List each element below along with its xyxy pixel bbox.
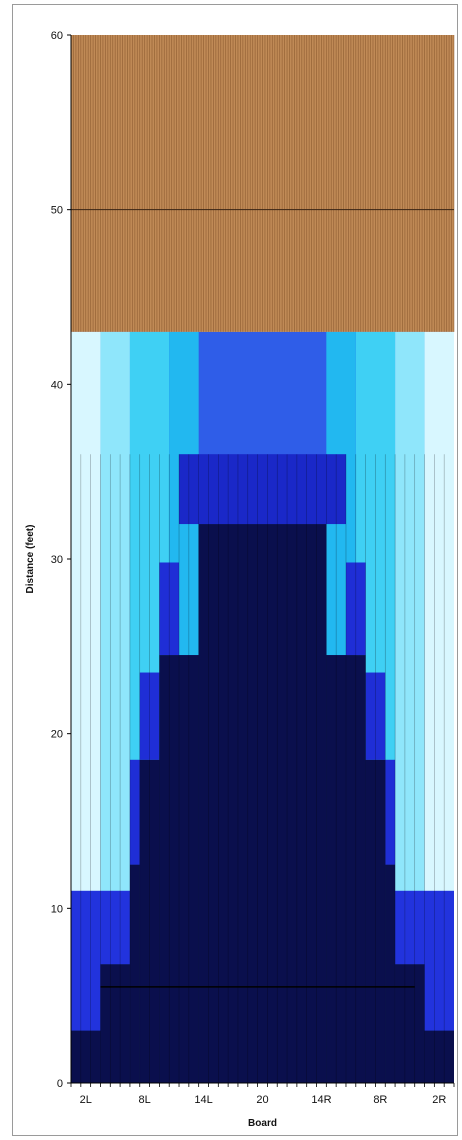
oil-zone-31 — [326, 655, 346, 1083]
oil-zone-1 — [71, 331, 101, 891]
oil-zone-9 — [71, 890, 101, 1031]
oil-zone-13 — [129, 759, 140, 865]
x-tick-label-20: 20 — [256, 1094, 268, 1106]
x-tick-label-14R: 14R — [311, 1094, 331, 1106]
oil-zone-22 — [100, 964, 130, 1083]
oil-zone-19 — [179, 454, 346, 525]
y-tick-label-50: 50 — [51, 205, 63, 217]
oil-zone-24 — [129, 864, 140, 1083]
y-tick-label-0: 0 — [57, 1078, 63, 1090]
x-tick-label-8R: 8R — [373, 1094, 387, 1106]
oil-zone-21 — [424, 1030, 454, 1083]
y-tick-label-10: 10 — [51, 903, 63, 915]
oil-pattern-chart: 0 10 20 30 40 50 60 2L 8L 14L 20 14R 8R 2R Board Distan… — [25, 30, 455, 1129]
oil-zone-16 — [365, 672, 386, 760]
x-tick-label-2L: 2L — [80, 1094, 92, 1106]
y-tick-label-20: 20 — [51, 729, 63, 741]
x-tick-label-2R: 2R — [432, 1094, 446, 1106]
oil-zone-20 — [71, 1030, 101, 1083]
left-margin — [0, 0, 12, 1140]
oil-zone-3 — [100, 331, 130, 891]
chart-frame: 0 10 20 30 40 50 60 2L 8L 14L 20 14R 8R 2R Board Distan… — [12, 4, 458, 1136]
oil-zone-28 — [159, 655, 180, 1083]
y-tick-label-60: 60 — [51, 30, 63, 42]
oil-zone-32 — [198, 524, 327, 1083]
y-axis-title: Distance (feet) — [25, 525, 36, 594]
oil-zone-10 — [424, 890, 454, 1031]
oil-zone-30 — [179, 655, 199, 1083]
oil-zone-18 — [345, 562, 366, 656]
oil-zone-15 — [139, 672, 160, 760]
x-tick-label-14L: 14L — [194, 1094, 212, 1106]
y-tick-label-30: 30 — [51, 554, 63, 566]
x-tick-label-8L: 8L — [139, 1094, 151, 1106]
oil-zone-27 — [365, 759, 386, 1083]
x-axis-title: Board — [248, 1118, 277, 1129]
oil-zone-11 — [100, 890, 130, 965]
oil-zone-26 — [139, 759, 160, 1083]
oil-zone-23 — [395, 964, 425, 1083]
oil-zone-25 — [385, 864, 396, 1083]
oil-zone-29 — [345, 655, 366, 1083]
oil-zone-2 — [424, 331, 454, 891]
oil-zone-12 — [395, 890, 425, 965]
oil-zone-14 — [385, 759, 396, 865]
oil-zone-4 — [395, 331, 425, 891]
y-tick-label-40: 40 — [51, 379, 63, 391]
oil-zone-17 — [159, 562, 180, 656]
